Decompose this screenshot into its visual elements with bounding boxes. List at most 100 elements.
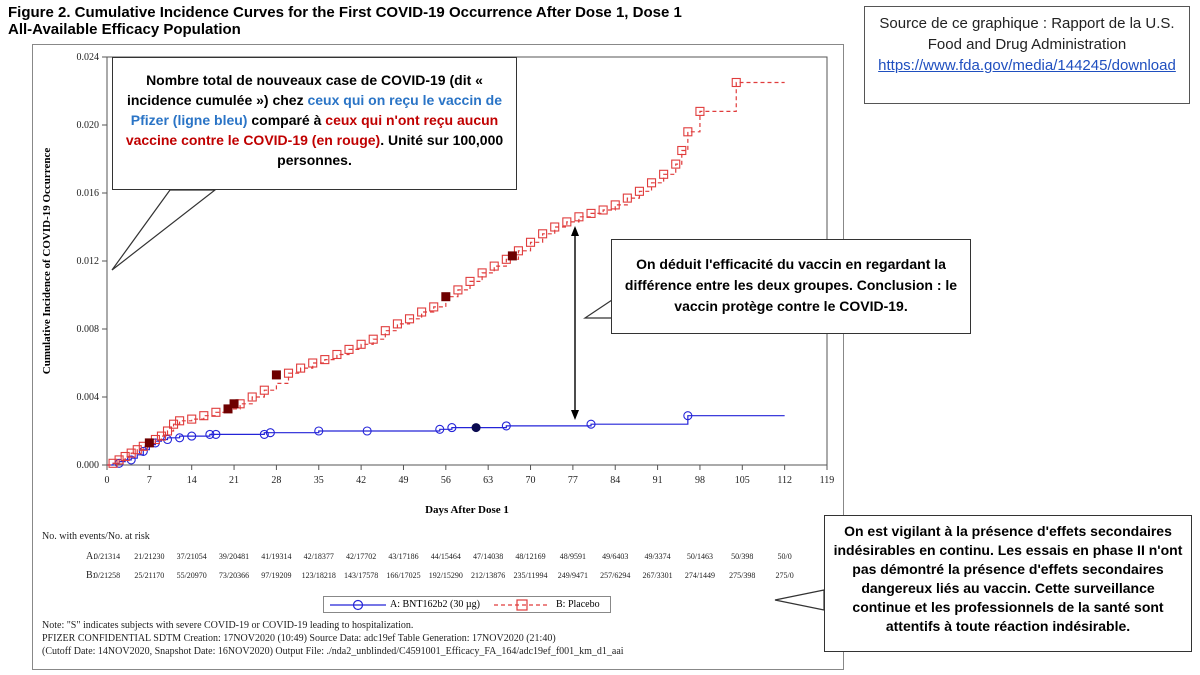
vaccine-marker [211,429,221,439]
risk-cell: 166/17025 [386,571,421,580]
x-ticks: 0 7 14 21 28 35 42 49 56 63 70 77 84 91 98 105 112 119 [105,465,834,486]
placebo-severe-marker [441,292,451,302]
placebo-step-line [107,81,785,466]
placebo-marker [659,169,669,179]
bottom-right-callout-text: On est vigilant à la présence d'effets s… [833,523,1183,634]
placebo-marker [574,212,584,222]
placebo-marker [646,178,657,188]
placebo-marker [525,237,536,247]
x-tick-label: 91 [653,475,663,486]
x-tick-label: 98 [695,475,705,486]
x-tick-label: 35 [314,475,324,486]
risk-cell: 275/0 [775,571,794,580]
placebo-marker [453,285,463,295]
risk-cell: 44/15464 [430,552,461,561]
risk-cell: 48/12169 [515,552,546,561]
chart-legend: A: BNT162b2 (30 µg) B: Placebo [323,596,611,613]
y-tick-label: 0.000 [77,460,100,471]
risk-cell: 50/0 [777,552,792,561]
risk-row-label: B: [86,570,96,581]
placebo-marker [417,307,427,317]
vaccine-marker [586,419,596,429]
x-tick-label: 14 [187,475,197,486]
placebo-marker [356,339,366,349]
top-callout-text-placebo: ceux qui n'ont reçu aucun vaccine contre… [125,112,499,148]
placebo-severe-marker [271,370,281,380]
risk-cell: 50/1463 [686,552,714,561]
risk-cell: 0/21314 [93,552,121,561]
top-callout-text-5: . Unité sur 100,000 personnes. [277,132,504,168]
legend-b-swatch [494,599,550,611]
x-tick-label: 77 [568,475,578,486]
placebo-marker [477,268,487,278]
risk-cell: 55/20970 [176,571,207,580]
placebo-marker [610,200,620,210]
vaccine-marker [259,429,269,439]
placebo-marker [465,276,475,286]
placebo-marker [683,127,693,137]
x-tick-label: 7 [147,475,152,486]
x-tick-label: 42 [356,475,366,486]
source-text: Source de ce graphique : Rapport de la U… [879,15,1175,53]
risk-cell: 37/21054 [176,552,207,561]
risk-cell: 235/11994 [513,571,548,580]
placebo-marker [247,392,257,402]
difference-arrow [571,226,579,420]
placebo-marker [308,358,318,368]
vaccine-marker [435,424,445,434]
vaccine-marker [187,431,197,441]
x-axis-label: Days After Dose 1 [425,504,509,516]
risk-cell: 143/17578 [343,571,379,580]
vaccine-marker [126,455,136,465]
top-callout-text-3: comparé à [247,112,326,128]
placebo-severe-marker [507,251,517,261]
risk-table-header: No. with events/No. at risk [42,531,150,542]
y-axis-label: Cumulative Incidence of COVID-19 Occurre… [41,148,53,375]
vaccine-marker [265,428,275,438]
risk-cell: 0/21258 [93,571,121,580]
placebo-marker [538,229,548,239]
placebo-marker [156,431,167,441]
legend-a-label: A: BNT162b2 (30 µg) [390,599,480,610]
risk-cell: 257/6294 [600,571,631,580]
risk-cell: 49/3374 [644,552,671,561]
placebo-marker [132,445,142,455]
placebo-marker [634,186,644,196]
vaccine-marker [314,426,324,436]
middle-callout-tail [583,298,613,319]
top-callout-tail [111,189,217,271]
risk-cell: 73/20366 [218,571,250,580]
series-layer [107,77,785,468]
placebo-marker [332,349,342,360]
risk-cell: 267/3301 [642,571,673,580]
vaccine-step-line [107,415,785,466]
risk-cell: 39/20481 [218,552,250,561]
placebo-marker [199,411,209,421]
risk-cell: 21/21230 [134,552,165,561]
source-box: Source de ce graphique : Rapport de la U… [864,6,1190,104]
placebo-marker [562,217,572,227]
vaccine-marker [447,423,457,433]
x-tick-label: 84 [610,475,620,486]
source-link[interactable]: https://www.fda.gov/media/144245/downloa… [878,57,1176,74]
x-tick-label: 0 [105,475,110,486]
middle-callout-text: On déduit l'efficacité du vaccin en rega… [624,256,958,314]
top-callout: Nombre total de nouveaux case de COVID-1… [112,57,517,190]
figure-title: Figure 2. Cumulative Incidence Curves fo… [8,4,682,38]
note-line-1: Note: "S" indicates subjects with severe… [42,620,414,631]
y-tick-label: 0.024 [77,52,100,63]
legend-b-label: B: Placebo [556,599,600,610]
vaccine-marker [205,429,215,439]
bottom-callout-tail [774,589,825,611]
y-tick-label: 0.004 [77,392,100,403]
risk-cell: 123/18218 [301,571,336,580]
x-tick-label: 105 [735,475,750,486]
legend-a-swatch [330,599,386,611]
risk-cell: 49/6403 [602,552,629,561]
placebo-marker [622,193,632,203]
placebo-marker [175,416,185,426]
risk-cell: 249/9471 [557,571,588,580]
vaccine-marker [501,421,511,431]
placebo-marker [162,426,173,436]
vaccine-marker [138,446,148,456]
